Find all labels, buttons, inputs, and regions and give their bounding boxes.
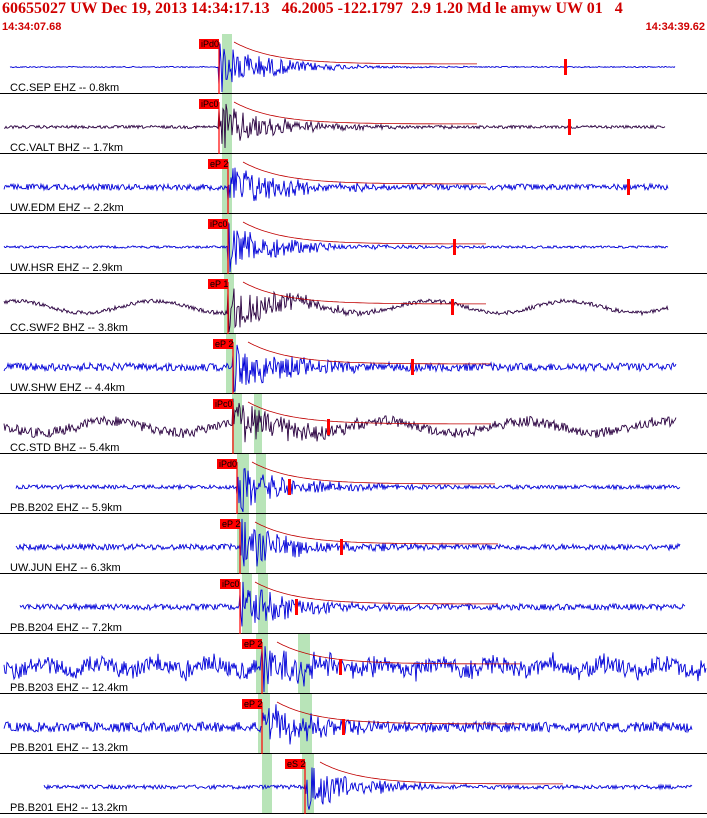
amplitude-marker	[568, 119, 571, 135]
coda-line	[233, 41, 477, 65]
pick-label: iPc0	[222, 579, 240, 589]
pick-window	[242, 574, 252, 634]
coda-line	[242, 221, 486, 245]
station-label: UW.SHW EHZ -- 4.4km	[10, 382, 125, 394]
pick-label-box	[285, 759, 305, 769]
waveform-trace	[3, 398, 677, 443]
waveform-trace	[3, 344, 677, 393]
station-label: CC.SEP EHZ -- 0.8km	[10, 82, 119, 94]
pick-label-box	[208, 279, 228, 289]
pick-window	[224, 274, 234, 334]
pick-label-box	[199, 39, 219, 49]
pick-label-box	[208, 159, 228, 169]
pick-window	[298, 634, 310, 694]
waveform-trace	[15, 468, 681, 513]
pick-label: iPc0	[201, 99, 219, 109]
coda-line	[319, 761, 563, 785]
coda-line	[254, 521, 498, 545]
pick-window	[222, 94, 232, 154]
pick-label: eP 2	[244, 639, 262, 649]
pick-window	[222, 154, 232, 214]
pick-label-box	[213, 399, 233, 409]
pick-label-box	[220, 579, 240, 589]
pick-window	[232, 394, 242, 454]
coda-line	[276, 641, 520, 665]
waveform-trace	[3, 223, 669, 273]
coda-line	[242, 161, 486, 185]
coda-line	[242, 281, 486, 305]
pick-window	[256, 454, 266, 514]
event-title: 60655027 UW Dec 19, 2013 14:34:17.13 46.…	[2, 0, 623, 17]
waveform-trace	[43, 767, 693, 810]
waveform-trace	[4, 103, 666, 149]
pick-label-box	[242, 639, 262, 649]
pick-label: eP 1	[210, 279, 228, 289]
pick-label-box	[199, 99, 219, 109]
coda-line	[254, 581, 498, 605]
amplitude-marker	[339, 659, 342, 675]
station-label: CC.STD BHZ -- 5.4km	[10, 442, 119, 454]
end-time: 14:34:39.62	[645, 21, 705, 33]
coda-line	[247, 341, 491, 365]
amplitude-marker	[627, 179, 630, 195]
station-label: PB.B204 EHZ -- 7.2km	[10, 622, 122, 634]
pick-window	[262, 754, 272, 814]
pick-window	[237, 454, 249, 514]
coda-line	[233, 101, 477, 125]
pick-label: eP 2	[215, 339, 233, 349]
pick-label: eP 2	[210, 159, 228, 169]
pick-window	[222, 214, 232, 274]
coda-line	[251, 461, 495, 485]
waveform-trace	[3, 167, 669, 202]
amplitude-marker	[288, 479, 291, 495]
waveform-trace	[3, 288, 669, 333]
amplitude-marker	[451, 299, 454, 315]
station-label: PB.B203 EHZ -- 12.4km	[10, 682, 128, 694]
amplitude-marker	[295, 599, 298, 615]
station-label: CC.SWF2 BHZ -- 3.8km	[10, 322, 128, 334]
pick-label: iPc0	[215, 399, 233, 409]
pick-window	[222, 34, 232, 94]
coda-line	[247, 401, 491, 425]
waveform-trace	[19, 581, 686, 627]
station-label: CC.VALT BHZ -- 1.7km	[10, 142, 123, 154]
station-label: PB.B201 EH2 -- 13.2km	[10, 802, 127, 814]
pick-window	[226, 334, 236, 394]
amplitude-marker	[342, 719, 345, 735]
station-label: UW.JUN EHZ -- 6.3km	[10, 562, 121, 574]
amplitude-marker	[453, 239, 456, 255]
pick-label: iPc0	[210, 219, 228, 229]
station-label: UW.HSR EHZ -- 2.9km	[10, 262, 122, 274]
pick-label-box	[213, 339, 233, 349]
seismogram-plot: iPd0 CC.SEP EHZ -- 0.8km iPc0 CC.VALT BHZ -…	[0, 34, 707, 814]
pick-label-box	[208, 219, 228, 229]
waveform-trace	[3, 646, 707, 693]
pick-label: eP 2	[222, 519, 240, 529]
pick-label-box	[242, 699, 262, 709]
station-label: UW.EDM EHZ -- 2.2km	[10, 202, 124, 214]
pick-window	[256, 514, 266, 574]
pick-label: eS 2	[287, 759, 306, 769]
amplitude-marker	[564, 59, 567, 75]
waveform-trace	[15, 518, 681, 567]
station-label: PB.B201 EHZ -- 13.2km	[10, 742, 128, 754]
amplitude-marker	[411, 359, 414, 375]
amplitude-marker	[340, 539, 343, 555]
pick-label: eP 2	[244, 699, 262, 709]
pick-label: iPd0	[201, 39, 219, 49]
amplitude-marker	[327, 419, 330, 435]
start-time: 14:34:07.68	[2, 21, 62, 33]
waveform-trace	[3, 704, 693, 745]
pick-label: iPd0	[219, 459, 237, 469]
coda-line	[276, 701, 520, 725]
pick-label-box	[220, 519, 240, 529]
pick-label-box	[217, 459, 237, 469]
station-label: PB.B202 EHZ -- 5.9km	[10, 502, 122, 514]
